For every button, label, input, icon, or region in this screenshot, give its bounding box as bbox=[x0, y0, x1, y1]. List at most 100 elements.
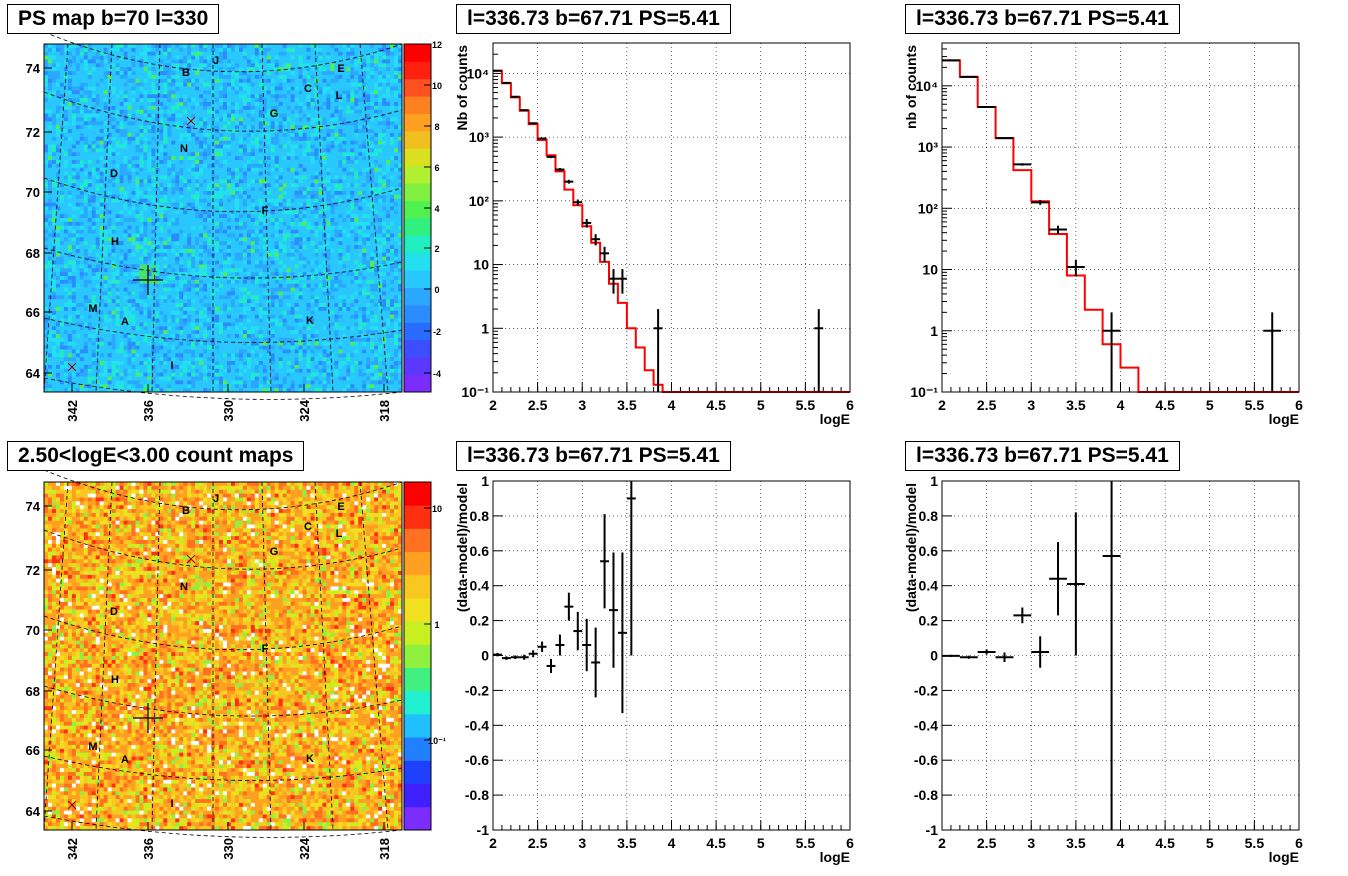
y-tick-label: 1 bbox=[481, 320, 489, 336]
data-point bbox=[617, 269, 627, 294]
source-label-f: F bbox=[262, 643, 269, 655]
data-point bbox=[501, 656, 511, 660]
colorbar-tick-label: 6 bbox=[434, 163, 439, 173]
data-point bbox=[609, 269, 618, 294]
colorbar-segment bbox=[404, 322, 431, 341]
colorbar-tick-label: 4 bbox=[434, 204, 439, 214]
y-tick-label: 10³ bbox=[469, 129, 490, 145]
plot-frame bbox=[492, 42, 851, 393]
colorbar-segment bbox=[404, 783, 431, 808]
ps-map-title: PS map b=70 l=330 bbox=[7, 4, 220, 34]
y-tick-label: 10² bbox=[918, 200, 939, 216]
data-point bbox=[626, 481, 636, 656]
colorbar-tick-label: 8 bbox=[434, 122, 439, 132]
y-tick-label: 10⁴ bbox=[916, 78, 939, 94]
plot-frame bbox=[941, 42, 1300, 393]
x-tick-label: 2.5 bbox=[528, 835, 548, 851]
colorbar-segment bbox=[404, 737, 431, 761]
latitude-line bbox=[43, 685, 403, 717]
source-label-a: A bbox=[121, 754, 129, 766]
model-histogram bbox=[942, 59, 1299, 393]
source-label-c: C bbox=[304, 521, 312, 533]
x-tick-label: 4.5 bbox=[1155, 397, 1175, 413]
x-axis-label: logE bbox=[1269, 411, 1299, 427]
y-tick-label: 0.2 bbox=[919, 613, 939, 629]
x-tick-label: 336 bbox=[141, 838, 156, 860]
y-tick-label: 0 bbox=[481, 648, 489, 664]
data-point bbox=[582, 618, 592, 672]
data-point bbox=[582, 218, 592, 228]
source-label-f: F bbox=[262, 205, 269, 217]
x-tick-label: 6 bbox=[846, 397, 854, 413]
colorbar-segment bbox=[404, 574, 431, 599]
y-tick-label: 0.2 bbox=[470, 613, 490, 629]
data-point bbox=[942, 654, 960, 657]
longitude-line bbox=[261, 481, 272, 831]
colorbar-segment bbox=[404, 482, 431, 506]
data-point bbox=[1066, 512, 1085, 656]
data-point bbox=[1049, 225, 1067, 235]
x-axis-label: logE bbox=[1269, 849, 1299, 865]
residual-right-plot: 2 2.5 3 3.5 4 4.5 5 5.5 6 -1 -0.8 -0.6 -0.4 -0.2 0 0.2 0… bbox=[899, 438, 1348, 876]
colorbar-segment bbox=[404, 96, 431, 114]
count-map-crosshair-marker bbox=[133, 703, 163, 733]
x-tick-label: 5.5 bbox=[796, 397, 816, 413]
x-tick-label: 4 bbox=[1117, 397, 1125, 413]
source-label-n: N bbox=[180, 581, 188, 593]
y-tick-label: 68 bbox=[26, 246, 40, 261]
data-point bbox=[519, 654, 529, 660]
ps-map-source-labels: B J E C L G N D F H M A K I bbox=[88, 55, 344, 372]
x-tick-label: 2.5 bbox=[977, 397, 997, 413]
model-histogram bbox=[493, 69, 850, 393]
x-tick-label: 3 bbox=[578, 397, 586, 413]
longitude-line bbox=[359, 43, 389, 393]
source-label-l: L bbox=[336, 90, 343, 102]
x-tick-label: 5 bbox=[1206, 397, 1214, 413]
spectrum-right-plot: 2 2.5 3 3.5 4 4.5 5 5.5 6 10⁻¹ 1 10 10² 10³ 10⁴ logE nb … bbox=[899, 0, 1348, 438]
data-point bbox=[1013, 607, 1032, 624]
x-tick-label: 3.5 bbox=[1066, 397, 1086, 413]
plot-frame bbox=[492, 480, 851, 831]
latitude-line bbox=[43, 91, 403, 132]
colorbar-segment bbox=[404, 131, 431, 149]
y-tick-label: 0.4 bbox=[919, 578, 939, 594]
source-label-e: E bbox=[337, 501, 344, 513]
source-label-a: A bbox=[121, 316, 129, 328]
y-tick-label: 1 bbox=[930, 473, 938, 489]
source-label-c: C bbox=[304, 83, 312, 95]
plot-canvas bbox=[450, 0, 899, 438]
colorbar-segment bbox=[404, 357, 431, 375]
source-label-h: H bbox=[111, 236, 119, 248]
x-tick-label: 4.5 bbox=[1155, 835, 1175, 851]
count-map-axes: 64 66 68 70 72 74 342 336 330 324 318 bbox=[26, 499, 392, 860]
count-map-panel: B J E C L G N D F H M A K I 10 1 10⁻¹ 64 66 68 70 72 74 342 33… bbox=[0, 438, 450, 876]
x-tick-label: 330 bbox=[221, 400, 236, 422]
source-label-i: I bbox=[170, 360, 173, 372]
latitude-line bbox=[43, 31, 403, 73]
count-map-colorbar: 10 1 10⁻¹ bbox=[403, 481, 446, 831]
source-label-j: J bbox=[213, 55, 219, 67]
colorbar-tick-label: 10 bbox=[432, 504, 442, 514]
x-tick-label: 5.5 bbox=[1245, 835, 1265, 851]
y-tick-label: 68 bbox=[26, 684, 40, 699]
colorbar-segment bbox=[404, 287, 431, 306]
y-axis-label: (data-model)/model bbox=[454, 483, 470, 612]
data-point bbox=[591, 234, 601, 246]
y-tick-label: 70 bbox=[26, 185, 40, 200]
x-axis-label: logE bbox=[820, 411, 850, 427]
longitude-line bbox=[95, 481, 113, 831]
y-tick-label: 10 bbox=[473, 257, 489, 273]
x-tick-label: 5 bbox=[757, 397, 765, 413]
data-point bbox=[609, 552, 618, 668]
longitude-line bbox=[43, 481, 69, 831]
data-point bbox=[600, 514, 610, 609]
data-points bbox=[942, 481, 1121, 830]
x-tick-label: 3 bbox=[1027, 835, 1035, 851]
colorbar-segment bbox=[404, 270, 431, 288]
data-point bbox=[977, 106, 996, 109]
data-point bbox=[564, 592, 574, 621]
data-points bbox=[493, 69, 824, 392]
y-tick-label: 10³ bbox=[918, 139, 939, 155]
residual-left-title: l=336.73 b=67.71 PS=5.41 bbox=[456, 441, 731, 471]
